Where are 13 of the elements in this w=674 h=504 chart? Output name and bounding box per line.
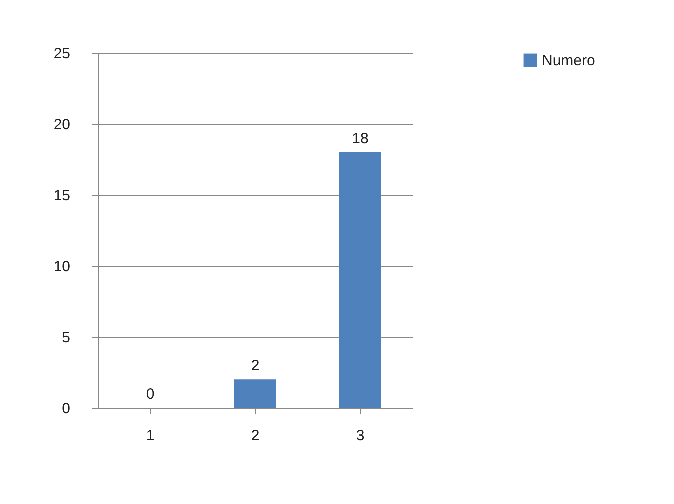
y-tick-label: 25 — [54, 46, 70, 62]
data-label: 2 — [251, 358, 260, 375]
legend-label: Numero — [542, 52, 596, 70]
y-tick-label: 10 — [54, 258, 70, 276]
y-tick-label: 5 — [62, 330, 70, 346]
y-tick-label: 15 — [54, 188, 70, 204]
x-tick-label: 1 — [146, 428, 155, 444]
x-tick-label: 2 — [251, 428, 260, 444]
y-tick-label: 20 — [54, 116, 70, 134]
y-tick-label: 0 — [62, 400, 70, 418]
x-tick-label: 3 — [356, 428, 365, 444]
data-label: 18 — [352, 130, 369, 148]
data-label: 0 — [146, 386, 155, 403]
